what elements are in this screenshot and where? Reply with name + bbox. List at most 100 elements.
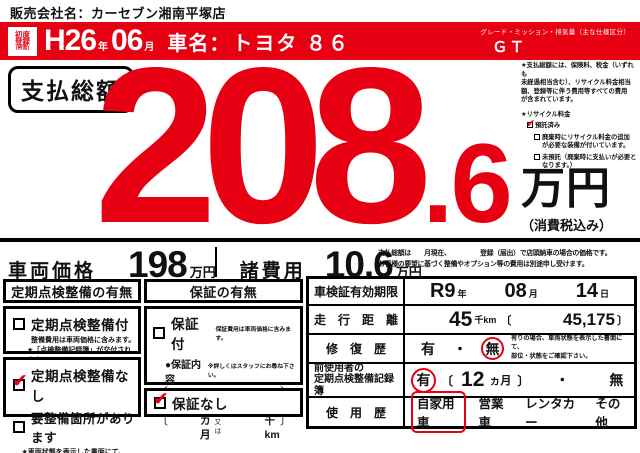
warranty-with-box: 保証付 保証費用は車両価格に含みます。 ●保証内容 ※詳しくはスタッフにお尋ね下… bbox=[144, 306, 303, 441]
bracket-open: 〔 bbox=[157, 415, 168, 428]
checkbox-not-deposited bbox=[534, 153, 540, 160]
expiry-day-group: 14 日 bbox=[576, 280, 609, 303]
warranty-period-blank: 〔 カ月 又は 千km 〕 bbox=[153, 414, 295, 442]
bracket-close: 〕 bbox=[280, 415, 292, 428]
price-unit: 万円 bbox=[521, 164, 611, 213]
total-price: 208 .6 bbox=[94, 22, 513, 270]
usage-private-selected: 自家用車 bbox=[411, 391, 467, 433]
grade-value: ＧＴ bbox=[492, 38, 527, 56]
first-registration-badge: 初度 登録 (検査) bbox=[8, 26, 37, 56]
maintenance-none-box: ✔ 定期点検整備なし 要整備箇所があります ★車両状態を表示した書面にて、 部位… bbox=[3, 357, 141, 453]
warranty-none-box: ✔ 保証なし bbox=[144, 388, 303, 417]
maintenance-with-box: 定期点検整備付 整備費用は車両価格に含みます。 ★「点検整備記録簿」が交付されま… bbox=[3, 306, 141, 364]
mileage-amount: 45 bbox=[449, 307, 473, 331]
maintenance-needs-note: ★車両状態を表示した書面にて、 部位・状態をご確認下さい。 bbox=[21, 449, 126, 453]
vehicle-price-unit: 万円 bbox=[189, 265, 216, 280]
vertical-divider bbox=[215, 247, 217, 277]
bracket-close: 〕 bbox=[617, 314, 628, 327]
vehicle-info-table: 車検証有効期限 R9 年 08 月 14 日 走 行 距 離 45 千km 〔 … bbox=[306, 276, 637, 433]
record-months: 12 bbox=[461, 368, 485, 391]
repair-note: 有りの場合、車両状態を表示した書面にて、 部位・状態をご確認下さい。 bbox=[511, 335, 623, 360]
tax-included-note: （消費税込み） bbox=[521, 218, 613, 233]
recycle-deposited-row: ✔ 預託済み bbox=[526, 118, 638, 131]
grade-block: グレード・ミッション・排気量（主な仕様区分） ＧＴ bbox=[480, 26, 630, 57]
warranty-with-note: 保証費用は車両価格に含みます。 bbox=[215, 327, 291, 342]
grade-label: グレード・ミッション・排気量（主な仕様区分） bbox=[480, 28, 630, 36]
warranty-months-unit: カ月 bbox=[200, 415, 211, 441]
vehicle-price-amount: 198 bbox=[128, 244, 188, 285]
checkbox-maintenance-with bbox=[13, 318, 25, 330]
price-integer: 208 bbox=[94, 22, 432, 270]
year-unit: 年 bbox=[98, 42, 109, 53]
checkbox-warranty-none-checked: ✔ bbox=[153, 389, 169, 410]
side-notes: ★支払総額には、保険料、税金（いずれも 未経過相当含む）、リサイクル料金相当 額… bbox=[521, 62, 638, 171]
expiry-month: 08 bbox=[504, 280, 527, 302]
checkbox-add-equipment bbox=[534, 133, 540, 140]
record-months-unit: ヵ月 bbox=[489, 375, 512, 387]
repair-history-value: 有 ・ 無 有りの場合、車両状態を表示した書面にて、 部位・状態をご確認下さい。 bbox=[405, 335, 634, 362]
total-price-note: ★支払総額には、保険料、税金（いずれも 未経過相当含む）、リサイクル料金相当 額… bbox=[521, 62, 634, 103]
warranty-header: 保証の有無 bbox=[144, 279, 303, 303]
expiry-day-unit: 日 bbox=[599, 289, 609, 299]
usage-business: 営業車 bbox=[478, 397, 504, 430]
recycle-not-deposited-row: 未預託（廃棄時に支払いが必要と なります。） bbox=[534, 153, 638, 171]
expiry-label: 車検証有効期限 bbox=[309, 279, 403, 304]
badge-line3: (検査) bbox=[15, 45, 30, 52]
header-bar: 初度 登録 (検査) H26 年 06 月 車名： トヨタ ８６ グレード・ミッ… bbox=[0, 22, 640, 60]
badge-line1: 初度 bbox=[15, 29, 30, 39]
warranty-or-text: 又は bbox=[214, 419, 222, 435]
dealer-line: 販売会社名：カーセブン湘南平塚店 bbox=[10, 3, 226, 22]
dealer-name: カーセブン湘南平塚店 bbox=[91, 6, 227, 21]
usage-rental: レンタカー bbox=[525, 397, 576, 430]
recycle-add-label: 廃棄時にリサイクル料金の追加 が必要な装備が付いています。 bbox=[542, 133, 630, 150]
warranty-content-label: ●保証内容 bbox=[165, 360, 202, 386]
repair-yes: 有 bbox=[421, 340, 435, 357]
registration-month: 06 bbox=[111, 24, 143, 57]
recycle-deposited-label: 預託済み bbox=[535, 122, 561, 129]
repair-separator: ・ bbox=[453, 340, 467, 357]
red-check-icon: ✔ bbox=[153, 388, 169, 410]
expiry-year-unit: 年 bbox=[457, 289, 467, 299]
badge-line2: 登録 bbox=[15, 37, 30, 47]
bracket-open: 〔 bbox=[441, 373, 454, 388]
record-no: 無 bbox=[609, 372, 624, 388]
price-breakdown-row: 車両価格 198 万円 諸費用 10.6 万円 bbox=[8, 244, 422, 286]
warranty-with-label: 保証付 bbox=[171, 317, 199, 352]
maintenance-header: 定期点検整備の有無 bbox=[3, 279, 141, 303]
warranty-km-unit: 千km bbox=[264, 415, 280, 441]
red-check-icon: ✔ bbox=[526, 118, 536, 130]
bracket-close: 〕 bbox=[517, 373, 530, 388]
maintenance-none-row: ✔ 定期点検整備なし bbox=[12, 365, 138, 405]
maintenance-needs-label: 要整備箇所があります bbox=[31, 412, 136, 445]
car-name: トヨタ ８６ bbox=[232, 33, 350, 55]
maintenance-with-label: 定期点検整備付 bbox=[31, 318, 129, 333]
recycle-fee-title: ★リサイクル料金 bbox=[521, 110, 571, 118]
maintenance-none-label: 定期点検整備なし bbox=[31, 369, 129, 404]
fees-label: 諸費用 bbox=[239, 261, 306, 282]
record-yes-circled: 有 bbox=[411, 367, 436, 393]
car-name-label: 車名： bbox=[167, 33, 231, 55]
checkbox-deposited-checked: ✔ bbox=[526, 118, 535, 130]
record-book-value: 有 〔 12 ヵ月 〕 ・ 無 bbox=[405, 364, 634, 396]
warranty-none-row: ✔ 保証なし bbox=[153, 389, 228, 413]
price-decimal: .6 bbox=[422, 121, 512, 246]
recycle-add-row: 廃棄時にリサイクル料金の追加 が必要な装備が付いています。 bbox=[534, 133, 638, 151]
expiry-month-unit: 月 bbox=[528, 289, 538, 299]
repair-history-label: 修 復 歴 bbox=[309, 335, 403, 362]
repair-no-circled: 無 bbox=[481, 337, 504, 360]
registration-date: H26 年 06 月 車名： トヨタ ８６ bbox=[44, 24, 350, 58]
horizontal-divider bbox=[0, 238, 640, 242]
month-unit: 月 bbox=[144, 42, 155, 53]
bracket-open: 〔 bbox=[500, 314, 512, 327]
mileage-unit: 千km bbox=[474, 315, 497, 325]
price-row-note: 支払総額は 月現在、 登録（届出）で店頭納車の場合の価格です。 お客様の要望に基… bbox=[378, 250, 612, 268]
warranty-content-note: ※詳しくはスタッフにお尋ね下さい。 bbox=[207, 364, 295, 379]
warranty-with-row: 保証付 保証費用は車両価格に含みます。 bbox=[153, 313, 295, 353]
price-unit-block: 万円 （消費税込み） bbox=[521, 167, 612, 234]
maintenance-with-row: 定期点検整備付 bbox=[13, 314, 138, 334]
checkbox-warranty-with bbox=[153, 327, 165, 339]
usage-history-value: 自家用車 営業車 レンタカー その他 bbox=[405, 391, 634, 433]
dealer-label: 販売会社名： bbox=[10, 6, 92, 21]
usage-history-label: 使 用 歴 bbox=[309, 398, 403, 426]
